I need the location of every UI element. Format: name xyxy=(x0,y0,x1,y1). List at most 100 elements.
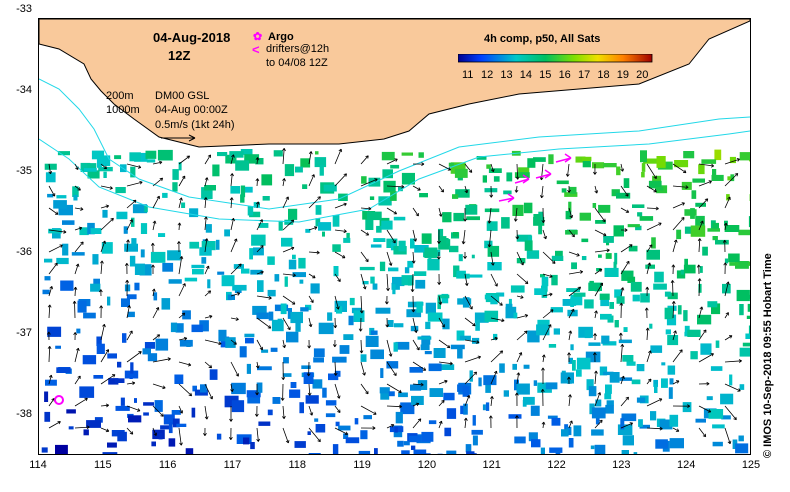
sst-patch xyxy=(308,453,321,454)
current-arrow xyxy=(386,184,405,189)
sst-patch xyxy=(315,151,319,155)
sst-patch xyxy=(332,444,339,454)
sst-patch xyxy=(538,224,543,235)
current-arrow xyxy=(490,295,503,306)
sst-patch xyxy=(677,305,682,315)
sst-patch xyxy=(249,211,261,218)
sst-patch xyxy=(401,172,415,185)
sst-patch xyxy=(332,244,341,252)
sst-patch xyxy=(292,272,306,278)
sst-patch xyxy=(358,450,371,454)
current-arrow xyxy=(411,295,416,313)
drifters-label: drifters@12h xyxy=(266,43,330,55)
sst-patch xyxy=(253,247,264,256)
sst-patch xyxy=(427,258,440,271)
sst-patch xyxy=(256,382,263,393)
current-arrow xyxy=(255,361,260,369)
current-arrow xyxy=(306,361,311,377)
current-arrow xyxy=(255,157,260,165)
sst-patch xyxy=(581,238,589,243)
current-arrow xyxy=(73,286,78,297)
sst-patch xyxy=(348,315,354,326)
sst-patch xyxy=(628,245,638,252)
sst-patch xyxy=(96,343,105,354)
sst-patch xyxy=(115,405,130,411)
current-arrow xyxy=(464,163,473,173)
current-arrow xyxy=(255,383,259,396)
sst-patch xyxy=(467,274,483,278)
current-arrow xyxy=(230,361,239,377)
current-arrow xyxy=(126,239,130,253)
sst-patch xyxy=(572,360,576,371)
sst-patch xyxy=(453,212,465,222)
sst-patch xyxy=(707,301,718,308)
sst-patch xyxy=(457,347,463,359)
sst-patch xyxy=(732,439,738,449)
current-arrow xyxy=(333,317,338,329)
sst-patch xyxy=(327,312,333,321)
contour-200-label: 200m xyxy=(106,90,134,102)
sst-patch xyxy=(640,150,647,163)
current-arrow xyxy=(594,185,599,194)
sst-patch xyxy=(616,166,621,176)
current-arrow xyxy=(698,180,712,187)
current-arrow xyxy=(697,278,702,297)
current-arrow xyxy=(126,381,136,386)
current-arrow xyxy=(334,202,347,209)
sst-patch xyxy=(488,168,502,173)
current-arrow xyxy=(204,216,208,231)
current-arrow xyxy=(204,238,209,253)
sst-patch xyxy=(735,443,749,454)
sst-patch xyxy=(536,324,550,336)
current-arrow xyxy=(490,396,494,407)
sst-patch xyxy=(617,424,633,435)
sst-patch xyxy=(369,196,375,200)
sst-patch xyxy=(73,194,78,201)
sst-patch xyxy=(244,333,255,338)
sst-patch xyxy=(684,226,695,234)
sst-patch xyxy=(712,236,718,241)
sst-patch xyxy=(261,174,273,186)
sst-patch xyxy=(512,363,517,370)
current-arrow xyxy=(490,350,504,363)
current-arrow xyxy=(646,262,652,275)
sst-patch xyxy=(729,374,733,386)
sst-patch xyxy=(609,372,620,383)
sst-patch xyxy=(582,156,592,162)
current-arrow xyxy=(308,427,321,443)
sst-patch xyxy=(129,255,136,267)
current-arrow xyxy=(542,229,547,240)
sst-patch xyxy=(533,380,538,386)
sst-patch xyxy=(361,176,367,184)
sst-patch xyxy=(360,354,367,362)
sst-patch xyxy=(83,429,89,436)
sst-patch xyxy=(661,362,666,366)
sst-patch xyxy=(472,435,478,446)
sst-patch xyxy=(632,204,645,208)
sst-patch xyxy=(298,257,306,269)
sst-patch xyxy=(97,155,111,166)
argo-float-marker xyxy=(54,395,64,405)
sst-patch xyxy=(573,292,586,297)
current-arrow xyxy=(568,270,584,275)
current-arrow xyxy=(74,163,79,170)
sst-patch xyxy=(523,364,530,369)
sst-patch xyxy=(499,363,505,373)
current-arrow xyxy=(464,317,476,327)
current-arrow xyxy=(204,177,209,187)
sst-patch xyxy=(439,364,455,370)
sst-patch xyxy=(738,435,744,442)
current-arrow xyxy=(152,160,163,165)
current-arrow xyxy=(230,154,235,165)
sst-patch xyxy=(690,225,706,237)
sst-patch xyxy=(550,307,563,313)
sst-patch xyxy=(130,362,134,374)
current-arrow xyxy=(74,263,80,275)
current-arrow xyxy=(230,217,235,231)
sst-patch xyxy=(218,329,227,342)
current-arrow xyxy=(412,185,421,191)
sst-patch xyxy=(117,361,122,368)
sst-patch xyxy=(388,391,395,397)
sst-patch xyxy=(408,435,421,442)
sst-patch xyxy=(561,429,569,437)
